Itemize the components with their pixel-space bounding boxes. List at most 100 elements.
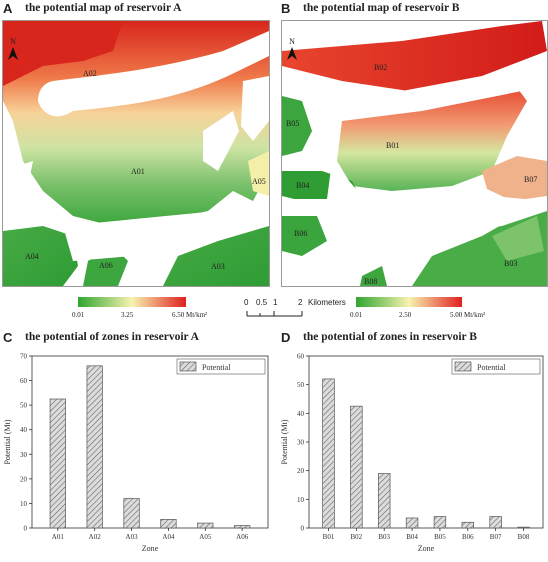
- zone-label-b02: B02: [374, 63, 388, 72]
- zone-label-b08: B08: [364, 277, 378, 286]
- zone-label-b05: B05: [286, 119, 300, 128]
- panel-letter-a: A: [3, 1, 13, 16]
- panel-title-a: the potential map of reservoir A: [25, 2, 182, 14]
- north-label-a: N: [10, 37, 16, 46]
- scale-bar: 0 0.5 1 2 Kilometers: [244, 298, 366, 322]
- y-tick-label: 10: [20, 500, 28, 508]
- y-tick-label: 20: [20, 475, 28, 483]
- y-tick-label: 30: [20, 451, 28, 459]
- zone-label-b03: B03: [504, 259, 518, 268]
- bar-a06: [234, 525, 251, 529]
- x-axis-label: Zone: [142, 544, 159, 553]
- north-arrow-icon: [287, 47, 297, 60]
- legend-swatch: [454, 361, 472, 372]
- scale-bar-line: [246, 311, 303, 317]
- x-tick-label: A06: [236, 533, 249, 541]
- legend-swatch: [179, 361, 197, 372]
- legend-box: [176, 358, 266, 375]
- y-tick-label: 10: [297, 496, 305, 504]
- y-tick-label: 40: [297, 410, 305, 418]
- legend-a-mid: 3.25: [121, 311, 134, 319]
- bar-chart-reservoir-b: 0 10 20 30 40 50 60 B01 B02 B03 B04 B05 B06 B07 B08 Zon…: [280, 353, 544, 553]
- scale-tick-05: 0.5: [256, 298, 268, 307]
- bar-a03: [123, 498, 140, 529]
- plot-frame: [31, 355, 269, 529]
- y-tick-label: 30: [297, 439, 305, 447]
- bar-a01: [49, 398, 66, 529]
- x-tick-label: A02: [89, 533, 102, 541]
- map-a-graphic: [3, 21, 269, 286]
- zone-label-a01: A01: [131, 167, 145, 176]
- x-tick-label: B06: [462, 533, 474, 541]
- x-tick-label: B04: [406, 533, 418, 541]
- zone-label-b07: B07: [524, 175, 538, 184]
- panel-letter-d: D: [281, 330, 291, 345]
- y-tick-label: 20: [297, 467, 305, 475]
- y-tick-label: 40: [20, 426, 28, 434]
- legend-a: 0.01 3.25 6.50 Mt/km²: [72, 297, 207, 321]
- legend-box: [451, 358, 541, 375]
- legend-b-max: 5.00 Mt/km²: [450, 311, 486, 319]
- x-tick-label: A04: [162, 533, 175, 541]
- legend-b: 0.01 2.50 5.00 Mt/km²: [350, 297, 491, 321]
- bar-b01: [322, 378, 335, 529]
- bar-b07: [489, 516, 502, 529]
- y-tick-label: 0: [301, 525, 305, 533]
- bar-b06: [461, 521, 474, 529]
- y-tick-label: 50: [297, 381, 305, 389]
- map-reservoir-b: N B02 B05 B01 B04 B07 B06 B03 B08: [281, 20, 548, 287]
- y-axis-label: Potential (Mt): [3, 419, 12, 464]
- y-axis-label: Potential (Mt): [280, 419, 289, 464]
- bar-b05: [433, 516, 447, 529]
- zone-label-a06: A06: [99, 261, 113, 270]
- panel-title-c: the potential of zones in reservoir A: [25, 331, 199, 343]
- x-tick-label: B05: [434, 533, 446, 541]
- legend-a-min: 0.01: [72, 311, 85, 319]
- bar-a05: [197, 522, 214, 529]
- scale-unit: Kilometers: [308, 298, 346, 307]
- scale-tick-0: 0: [244, 298, 249, 307]
- bar-b04: [405, 517, 419, 529]
- x-tick-label: B07: [490, 533, 502, 541]
- y-tick-label: 50: [20, 402, 28, 410]
- y-tick-label: 60: [297, 353, 305, 361]
- bar-a04: [160, 519, 177, 529]
- zone-label-a05: A05: [252, 177, 266, 186]
- legend-label: Potential: [477, 363, 506, 372]
- panel-letter-c: C: [3, 330, 13, 345]
- north-label-b: N: [289, 37, 295, 46]
- legend-b-colorbar: [356, 297, 462, 307]
- x-tick-label: B02: [351, 533, 363, 541]
- legend-a-colorbar: [78, 297, 186, 307]
- zone-label-b04: B04: [296, 181, 310, 190]
- x-tick-label: A01: [52, 533, 65, 541]
- scale-tick-1: 1: [273, 298, 278, 307]
- y-tick-label: 70: [20, 353, 28, 361]
- legend-b-mid: 2.50: [399, 311, 412, 319]
- x-tick-label: A03: [126, 533, 139, 541]
- legend-a-max: 6.50 Mt/km²: [172, 311, 208, 319]
- y-tick-label: 0: [24, 525, 28, 533]
- north-arrow-icon: [8, 47, 18, 60]
- bar-chart-reservoir-a: 0 10 20 30 40 50 60 70 A01 A02 A03 A04 A05 A06 Zone Pot…: [3, 353, 269, 553]
- x-axis-label: Zone: [418, 544, 435, 553]
- plot-frame: [308, 355, 544, 529]
- x-tick-label: B03: [378, 533, 390, 541]
- x-tick-label: A05: [199, 533, 212, 541]
- x-tick-label: B01: [323, 533, 335, 541]
- bar-b03: [378, 473, 391, 529]
- bar-b08: [517, 526, 530, 529]
- zone-label-a03: A03: [211, 262, 225, 271]
- bar-a02: [86, 365, 103, 529]
- map-b-graphic: [282, 21, 547, 286]
- bar-b02: [350, 405, 363, 529]
- zone-label-a04: A04: [25, 252, 39, 261]
- legend-b-min: 0.01: [350, 311, 363, 319]
- x-tick-label: B08: [518, 533, 530, 541]
- zone-label-b06: B06: [294, 229, 308, 238]
- panel-title-d: the potential of zones in reservoir B: [303, 331, 477, 343]
- map-reservoir-a: N A02 A01 A05 A04 A06 A03: [2, 20, 270, 287]
- panel-letter-b: B: [281, 1, 291, 16]
- scale-tick-2: 2: [298, 298, 303, 307]
- zone-label-a02: A02: [83, 69, 97, 78]
